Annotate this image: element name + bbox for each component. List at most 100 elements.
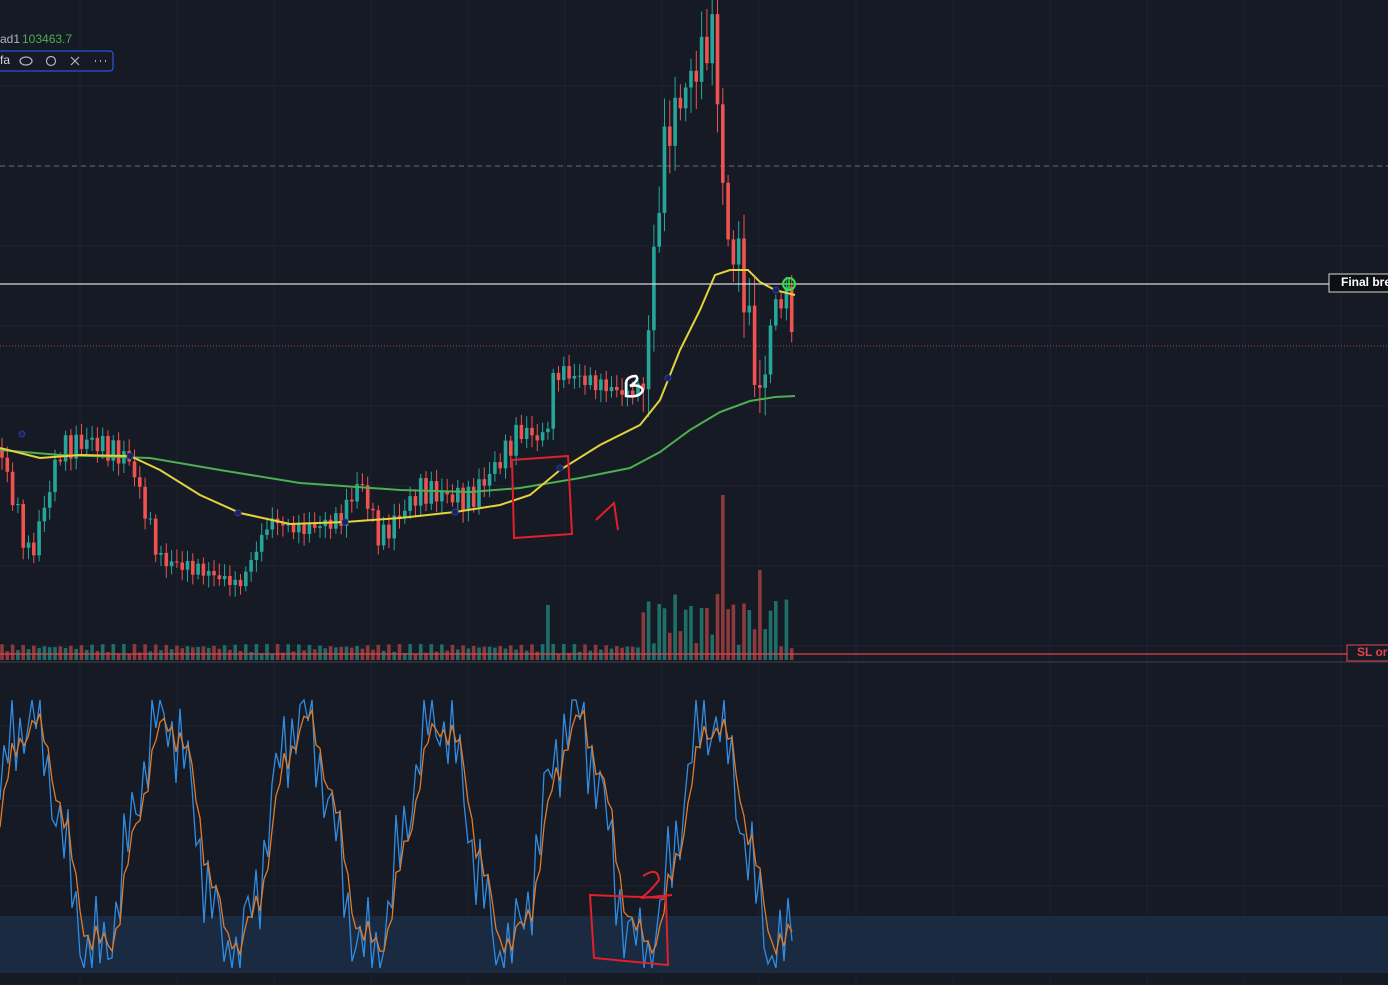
volume-bar: [752, 629, 757, 660]
volume-bar: [387, 644, 391, 660]
volume-bar: [604, 645, 608, 660]
candle: [90, 437, 94, 440]
candle: [636, 383, 640, 397]
volume-bar: [185, 646, 190, 660]
volume-bar: [689, 606, 693, 660]
volume-bar: [355, 645, 359, 660]
candle: [774, 299, 778, 326]
candle: [222, 575, 227, 580]
candle: [26, 542, 31, 548]
drawn-box-2: [588, 893, 670, 967]
candle: [53, 459, 57, 493]
drawn-1: [595, 500, 619, 531]
candle: [514, 424, 518, 456]
eye-icon[interactable]: [19, 56, 33, 66]
volume-bar: [238, 650, 243, 660]
volume-bar: [758, 570, 762, 660]
candle: [132, 461, 137, 478]
indicator-toolbar[interactable]: [0, 50, 114, 72]
sl-label: SL ord: [1357, 645, 1388, 659]
candle: [768, 325, 773, 375]
volume-bar: [413, 653, 418, 660]
volume-bar: [212, 645, 216, 660]
candle: [599, 379, 603, 391]
candle: [270, 518, 275, 530]
candle: [678, 97, 683, 109]
candle: [307, 523, 312, 534]
volume-bar: [535, 651, 540, 660]
volume-bar: [572, 644, 577, 660]
candle: [291, 523, 296, 533]
close-icon[interactable]: [70, 56, 80, 66]
indicator-value: 103463.7: [22, 32, 72, 46]
volume-bar: [100, 644, 105, 660]
slow-ma: [0, 395, 796, 494]
volume-bar: [397, 644, 402, 660]
candle: [471, 486, 476, 507]
volume-bar: [546, 605, 550, 660]
volume-bar: [593, 644, 598, 660]
candle: [244, 571, 248, 587]
volume-bar: [498, 645, 502, 660]
volume-bar: [721, 495, 725, 660]
volume-bar: [148, 651, 153, 660]
candle: [42, 507, 47, 522]
volume-bar: [270, 653, 275, 660]
candle: [498, 462, 502, 469]
volume-bar: [90, 644, 94, 660]
stoch-k: [0, 698, 793, 969]
volume-bar: [583, 644, 587, 660]
volume-bar: [79, 645, 84, 660]
cross-dot: [234, 509, 242, 517]
volume-bar: [302, 650, 306, 660]
candle: [583, 375, 587, 386]
cross-dot: [18, 430, 26, 438]
volume-bar: [21, 645, 25, 660]
candle: [69, 435, 73, 459]
candle: [350, 499, 354, 502]
final-break-tag: [1328, 273, 1388, 293]
candle: [201, 563, 206, 576]
volume-bar: [482, 646, 487, 660]
candle: [16, 503, 20, 506]
candle: [593, 375, 598, 391]
gear-icon[interactable]: [45, 55, 57, 67]
volume-bar: [233, 644, 237, 660]
candle: [673, 97, 677, 146]
candle: [535, 435, 540, 441]
candle: [652, 246, 656, 331]
candle: [47, 492, 52, 508]
candle: [169, 561, 174, 567]
candle: [758, 385, 762, 388]
volume-bar: [779, 646, 783, 660]
candle: [143, 486, 147, 519]
candle: [32, 542, 36, 556]
volume-bar: [726, 609, 730, 660]
volume-bar: [445, 650, 449, 660]
candle: [281, 523, 285, 526]
volume-bar: [424, 652, 428, 660]
volume-bar: [763, 629, 767, 660]
candle: [318, 526, 322, 528]
candle: [5, 457, 10, 472]
drawn-box-1: [510, 454, 574, 540]
volume-bar: [307, 644, 312, 660]
volume-bar: [668, 632, 672, 660]
volume-bar: [42, 646, 47, 660]
toolbar-icons: [19, 55, 106, 67]
indicator-name: ad1: [0, 32, 20, 46]
candle: [37, 521, 41, 556]
volume-bar: [615, 645, 619, 660]
volume-bar: [365, 645, 370, 660]
candle: [752, 305, 757, 386]
volume-bar: [58, 646, 63, 660]
fast-ma: [0, 269, 796, 526]
candle: [779, 299, 783, 309]
candle: [747, 305, 752, 313]
volume-bar: [265, 644, 269, 660]
volume-bar: [249, 651, 253, 660]
oversold-band: [0, 916, 1388, 973]
volume-bar: [69, 645, 73, 660]
volume-bar: [625, 646, 630, 660]
